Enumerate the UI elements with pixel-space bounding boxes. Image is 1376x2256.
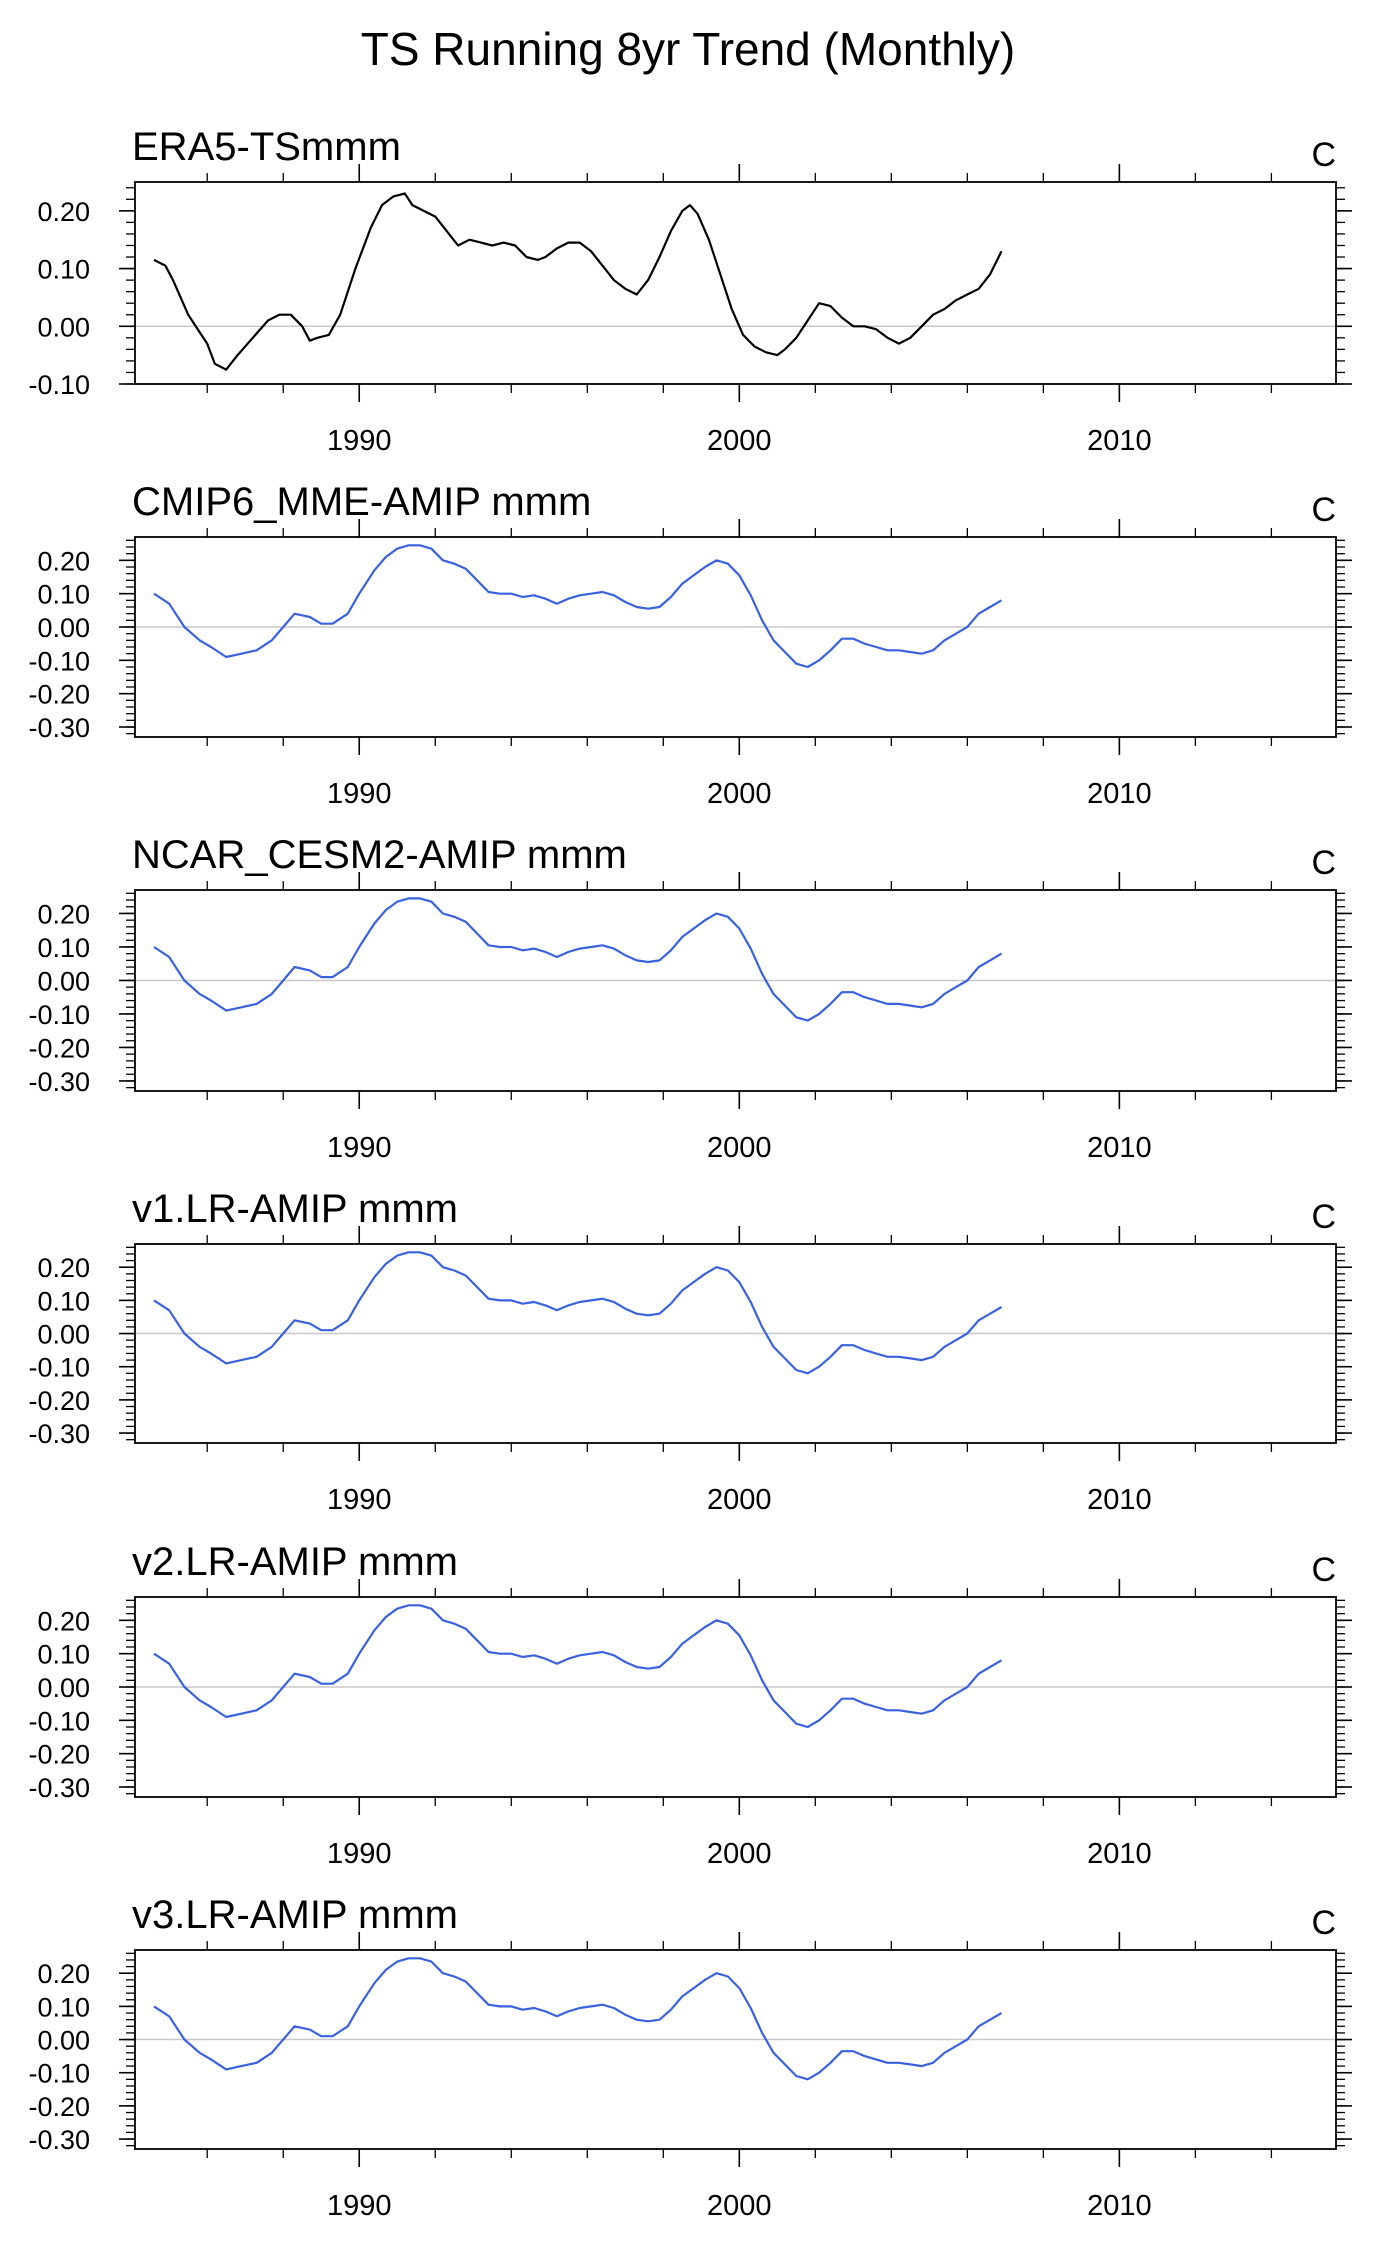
y-tick-label: -0.10 [28,646,90,676]
y-tick-label: -0.10 [28,370,90,400]
y-tick-label: 0.20 [37,899,90,929]
panel-title: v1.LR-AMIP mmm [132,1187,458,1231]
figure-title: TS Running 8yr Trend (Monthly) [360,23,1016,75]
y-tick-label: -0.30 [28,1419,90,1449]
panel-title: CMIP6_MME-AMIP mmm [132,480,591,524]
y-tick-label: 0.20 [37,1606,90,1636]
y-tick-label: -0.10 [28,2059,90,2089]
panel-5: v2.LR-AMIP mmm C -0.30-0.20 -0.100.000.10 0.… [28,1540,1352,1870]
x-tick-label: 2000 [707,1838,772,1870]
y-tick-label: -0.30 [28,1067,90,1097]
panel-4: v1.LR-AMIP mmm C -0.30-0.20-0.100.00 0.100.… [28,1187,1352,1516]
x-tick-label: 2010 [1087,425,1152,457]
series-line [153,192,1003,371]
panel-2: CMIP6_MME-AMIP mmm C-0.30-0.20-0.100.000.… [28,480,1352,810]
y-tick-label: 0.20 [37,197,90,227]
y-tick-label: -0.10 [28,1000,90,1030]
series-line [153,1957,1003,2081]
panel-6: v3.LR-AMIP mmm C -0.30-0.20-0.100.00 0.100.… [28,1893,1352,2222]
y-tick-label: 0.20 [37,1959,90,1989]
panel-title: v3.LR-AMIP mmm [132,1893,458,1937]
plot-frame [134,536,1337,738]
x-tick-label: 2000 [707,425,772,457]
panel-title: v2.LR-AMIP mmm [132,1540,458,1584]
plot-frame [134,181,1337,385]
panel-units: C [1311,1551,1336,1589]
panel-units: C [1311,491,1336,529]
panel-1: ERA5-TSmmm C -0.10 0.00 0.10 0.20 1990 2000 2010 [28,125,1352,457]
y-tick-label: 0.10 [37,580,90,610]
x-tick-label: 2010 [1087,1838,1152,1870]
y-tick-label: 0.10 [37,1286,90,1316]
x-tick-label: 2010 [1087,1484,1152,1516]
panel-title: NCAR_CESM2-AMIP mmm [132,833,627,877]
x-tick-label: 1990 [327,1838,392,1870]
x-tick-label: 1990 [327,1484,392,1516]
plot-frame [134,1596,1337,1798]
x-tick-label: 2000 [707,1132,772,1164]
y-tick-label: 0.10 [37,1992,90,2022]
y-tick-label: -0.30 [28,2125,90,2155]
plot-frame [134,1949,1337,2150]
x-tick-label: 2010 [1087,2190,1152,2222]
y-tick-label: 0.00 [37,966,90,996]
x-tick-label: 1990 [327,778,392,810]
y-tick-label: -0.20 [28,2092,90,2122]
y-tick-label: 0.00 [37,1320,90,1350]
panel-units: C [1311,844,1336,882]
y-tick-label: -0.20 [28,1033,90,1063]
y-tick-label: -0.20 [28,1740,90,1770]
y-tick-label: 0.10 [37,933,90,963]
y-tick-label: -0.10 [28,1353,90,1383]
y-tick-label: 0.00 [37,1673,90,1703]
x-tick-label: 1990 [327,1132,392,1164]
panel-units: C [1311,1198,1336,1236]
y-tick-label: 0.00 [37,312,90,342]
series-line [153,897,1003,1022]
panel-3: NCAR_CESM2-AMIP mmm C-0.30-0.20-0.100.000… [28,833,1352,1164]
y-tick-label: -0.20 [28,1386,90,1416]
y-tick-label: -0.30 [28,1773,90,1803]
series-line [153,1604,1003,1729]
y-tick-label: -0.20 [28,680,90,710]
x-tick-label: 1990 [327,425,392,457]
panel-units: C [1311,1904,1336,1942]
series-line [153,1251,1003,1375]
x-tick-label: 2000 [707,1484,772,1516]
x-tick-label: 1990 [327,2190,392,2222]
y-tick-label: -0.10 [28,1706,90,1736]
panel-units: C [1311,136,1336,174]
y-tick-label: 0.00 [37,613,90,643]
y-tick-label: 0.00 [37,2026,90,2056]
x-tick-label: 2000 [707,2190,772,2222]
y-tick-label: -0.30 [28,713,90,743]
x-tick-label: 2000 [707,778,772,810]
x-tick-label: 2010 [1087,1132,1152,1164]
plot-frame [134,1243,1337,1444]
y-tick-label: 0.10 [37,1640,90,1670]
y-tick-label: 0.20 [37,1253,90,1283]
x-tick-label: 2010 [1087,778,1152,810]
y-tick-label: 0.20 [37,546,90,576]
panel-title: ERA5-TSmmm [132,125,401,169]
plot-frame [134,889,1337,1092]
series-line [153,544,1003,669]
y-tick-label: 0.10 [37,255,90,285]
